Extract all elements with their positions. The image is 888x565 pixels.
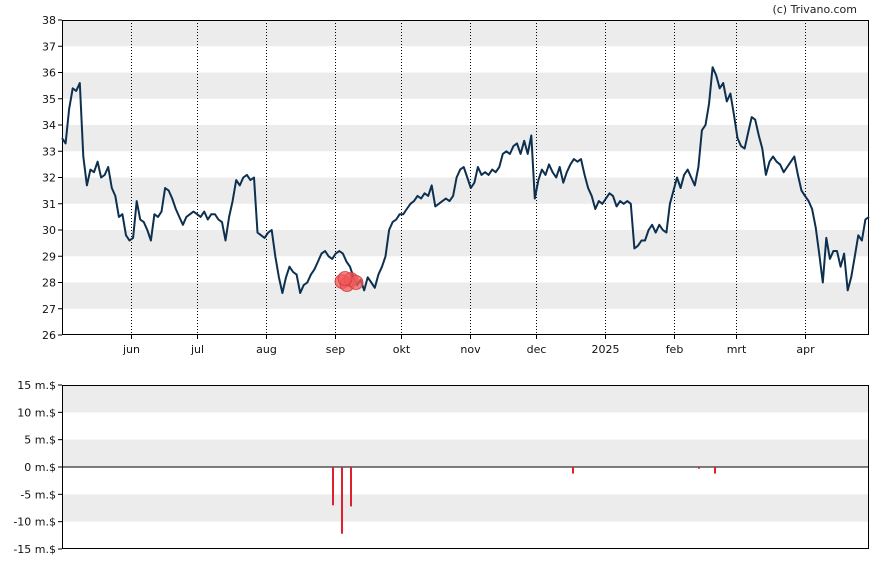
x-tick-label: feb	[666, 343, 684, 356]
x-tick-label: jul	[190, 343, 204, 356]
volume-y-tick-label: -5 m.$	[20, 488, 56, 501]
price-band	[62, 20, 869, 47]
price-plot-frame	[62, 20, 869, 335]
x-tick-label: 2025	[592, 343, 620, 356]
price-y-tick-label: 27	[42, 303, 56, 316]
marker-dot	[337, 271, 353, 286]
price-chart-bands	[62, 20, 869, 309]
volume-bar	[698, 467, 700, 469]
volume-bar	[714, 467, 716, 474]
volume-bar	[350, 467, 352, 507]
price-y-tick-label: 34	[42, 119, 56, 132]
price-band	[62, 177, 869, 204]
price-y-tick-label: 32	[42, 172, 56, 185]
price-y-tick-label: 33	[42, 145, 56, 158]
x-tick-label: jun	[122, 343, 140, 356]
x-tick-label: mrt	[727, 343, 747, 356]
x-tick-label: apr	[796, 343, 815, 356]
volume-band	[62, 385, 869, 413]
price-y-tick-label: 38	[42, 14, 56, 27]
x-tick-label: dec	[527, 343, 547, 356]
price-y-tick-label: 37	[42, 40, 56, 53]
price-line	[61, 66, 870, 294]
price-band	[62, 72, 869, 99]
volume-bar	[332, 467, 334, 506]
x-tick-label: sep	[326, 343, 345, 356]
volume-series	[332, 467, 716, 534]
price-y-tick-label: 29	[42, 250, 56, 263]
chart-axes	[62, 20, 869, 549]
volume-chart-bands	[62, 385, 869, 522]
price-y-tick-label: 36	[42, 67, 56, 80]
price-y-tick-label: 31	[42, 198, 56, 211]
volume-y-axis-ticks: -15 m.$ -10 m.$ -5 m.$ 0 m.$ 5 m.$ 10 m.$ 15 m…	[13, 379, 62, 556]
volume-y-tick-label: 10 m.$	[17, 406, 56, 419]
volume-band	[62, 494, 869, 522]
volume-bar	[341, 467, 343, 534]
price-y-tick-label: 26	[42, 329, 56, 342]
volume-y-tick-label: 0 m.$	[24, 461, 56, 474]
price-y-tick-label: 30	[42, 224, 56, 237]
x-tick-label: okt	[393, 343, 411, 356]
price-band	[62, 230, 869, 257]
x-tick-label: nov	[460, 343, 481, 356]
price-band	[62, 282, 869, 309]
volume-y-tick-label: 5 m.$	[24, 434, 56, 447]
price-series	[61, 66, 870, 294]
volume-y-tick-label: -10 m.$	[13, 516, 56, 529]
volume-band	[62, 439, 869, 467]
price-y-axis-ticks: 26 27 28 29 30 31 32 33 34 35 36 37 38	[42, 14, 62, 342]
x-tick-label: aug	[256, 343, 277, 356]
price-y-tick-label: 28	[42, 277, 56, 290]
x-axis-month-ticks: jun jul aug sep okt nov dec 2025 feb mrt apr	[122, 335, 815, 356]
volume-y-tick-label: -15 m.$	[13, 543, 56, 556]
price-y-tick-label: 35	[42, 93, 56, 106]
credit-label: (c) Trivano.com	[772, 3, 857, 16]
volume-bar	[572, 467, 574, 474]
volume-y-tick-label: 15 m.$	[17, 379, 56, 392]
price-band	[62, 125, 869, 152]
marker-cluster	[334, 271, 364, 292]
